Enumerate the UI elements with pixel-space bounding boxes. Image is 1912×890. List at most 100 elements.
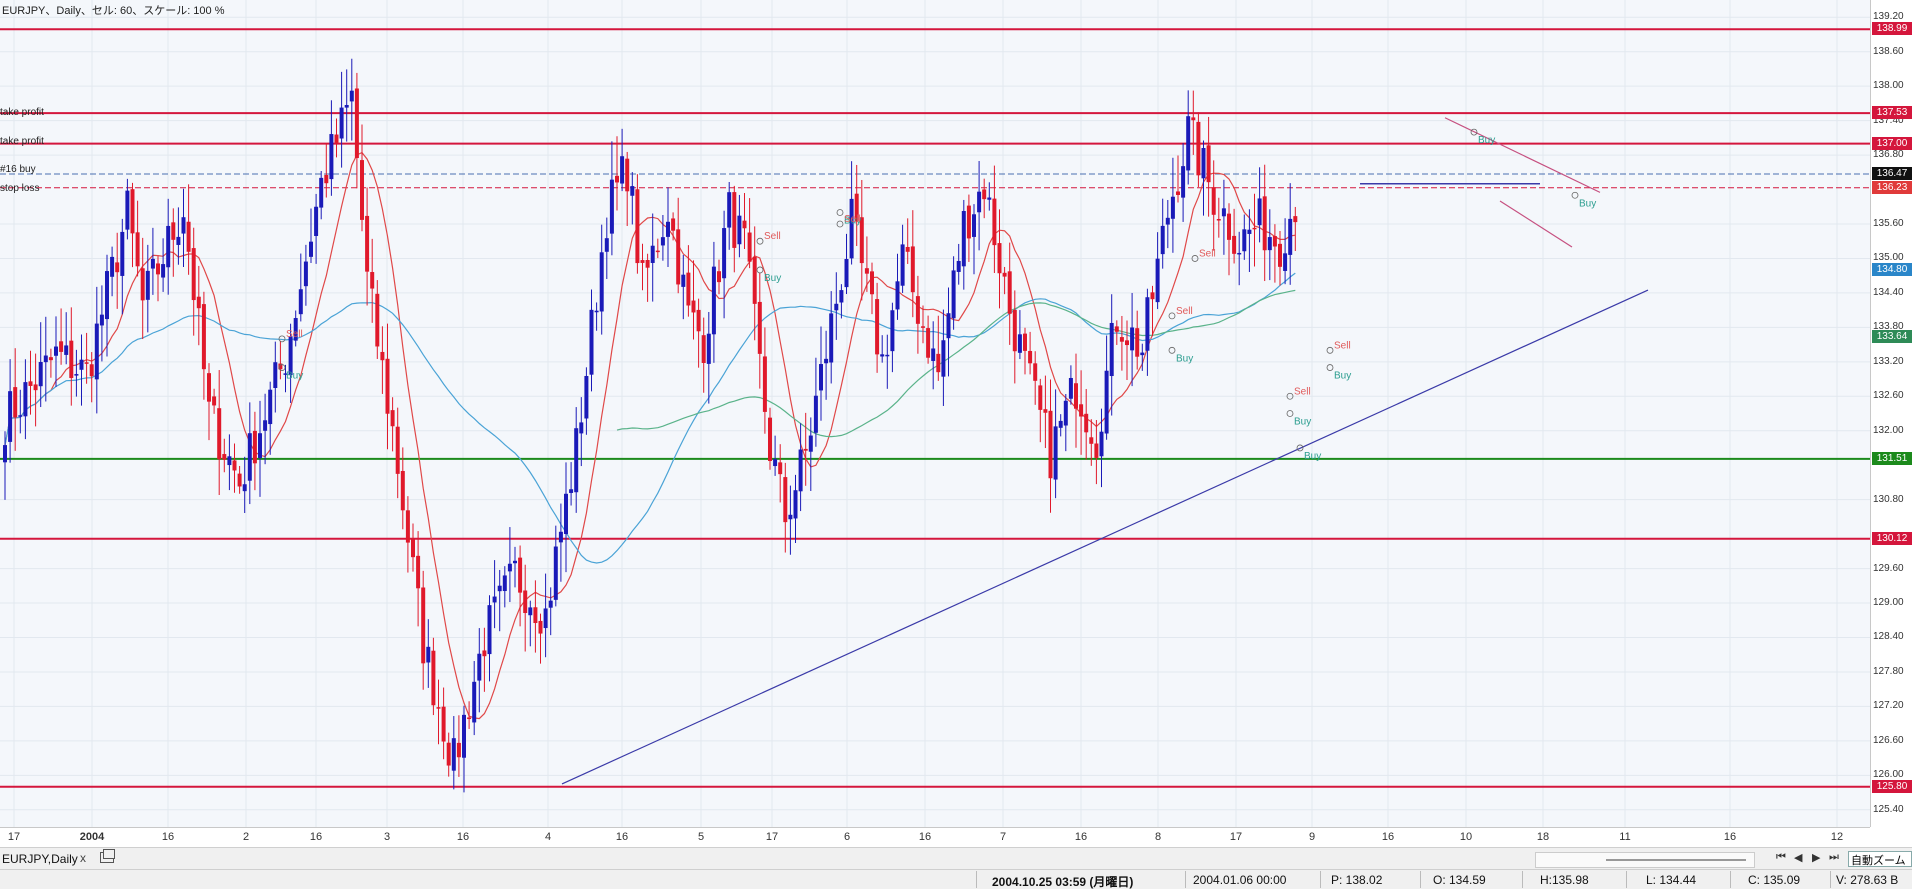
candle-body — [482, 650, 487, 657]
price-tick-label: 132.60 — [1873, 390, 1904, 402]
signal-marker — [1168, 346, 1176, 354]
candle-body — [145, 270, 150, 300]
candle-body — [8, 391, 13, 442]
sell-signal-label: Sell — [844, 214, 861, 225]
price-axis[interactable]: 139.20 138.60 138.00 137.40 136.80 135.60 135.… — [1870, 0, 1912, 827]
price-tick-label: 136.80 — [1873, 149, 1904, 161]
candle-body — [1252, 227, 1257, 230]
time-tick-label: 17 — [7, 831, 21, 843]
price-tick-label: 128.40 — [1873, 631, 1904, 643]
candle-body — [99, 314, 104, 326]
candle-body — [977, 191, 982, 213]
candle-body — [1211, 187, 1216, 215]
candle-body — [727, 192, 732, 228]
time-tick-label: 16 — [918, 831, 932, 843]
autozoom-button[interactable]: 自動ズーム — [1848, 851, 1912, 867]
candle-body — [620, 156, 625, 184]
candle-body — [94, 323, 99, 380]
candle-body — [1160, 225, 1165, 255]
candle-body — [1232, 235, 1237, 254]
candle-body — [859, 217, 864, 264]
candle-body — [334, 134, 339, 143]
candle-body — [574, 428, 579, 493]
next-icon[interactable]: ▶ — [1812, 852, 1821, 864]
candle-body — [207, 373, 211, 402]
candle-body — [686, 272, 691, 306]
candle-body — [553, 546, 558, 600]
candle-body — [232, 460, 237, 471]
candle-body — [737, 215, 742, 245]
candle-body — [870, 271, 874, 295]
price-tick-label: 129.00 — [1873, 597, 1904, 609]
candle-body — [48, 357, 53, 361]
price-low: L: 134.44 — [1646, 873, 1697, 887]
candle-body — [436, 707, 441, 709]
time-tick-label: 6 — [843, 831, 851, 843]
candle-body — [156, 263, 160, 275]
previous-icon[interactable]: ◀ — [1794, 852, 1803, 864]
candle-body — [1201, 147, 1206, 179]
price-tick-label: 137.40 — [1873, 114, 1904, 126]
first-page-icon[interactable]: ⏮ — [1776, 851, 1786, 863]
scrollbar-thumb[interactable] — [1606, 859, 1746, 861]
candle-body — [696, 309, 701, 332]
candle-body — [385, 358, 390, 414]
price-tick-label: 138.60 — [1873, 45, 1904, 57]
price-tag: 125.80 — [1872, 779, 1912, 793]
candle-body — [115, 262, 120, 273]
chart-tab[interactable]: EURJPY,Daily — [2, 852, 78, 866]
chart-area[interactable]: Buy Sell Sell Buy Buy Sell Sell Buy Sell Buy Sell B… — [0, 0, 1870, 827]
time-tick-label: 16 — [615, 831, 629, 843]
candle-body — [747, 232, 752, 262]
buy-signal-label: Buy — [1176, 353, 1193, 364]
candle-body — [635, 189, 640, 264]
candle-body — [3, 445, 7, 463]
candle-body — [431, 650, 436, 706]
buy-signal-label: Buy — [1304, 451, 1321, 462]
candle-body — [33, 384, 38, 391]
candle-body — [360, 160, 364, 220]
candle-body — [956, 260, 961, 272]
candle-body — [405, 510, 410, 543]
close-icon[interactable]: x — [80, 851, 86, 865]
candle-body — [523, 590, 528, 614]
candle-body — [365, 215, 370, 272]
candle-body — [120, 231, 125, 276]
time-tick-label: 3 — [383, 831, 391, 843]
candle-body — [1084, 413, 1089, 433]
time-tick-label: 17 — [1229, 831, 1243, 843]
candle-body — [1191, 117, 1196, 121]
candle-body — [411, 539, 415, 558]
candle-body — [1058, 420, 1063, 428]
time-tick-label: 16 — [1074, 831, 1088, 843]
candle-body — [997, 243, 1002, 274]
window-icon[interactable] — [100, 849, 115, 863]
time-tick-label: 18 — [1536, 831, 1550, 843]
candle-body — [150, 258, 155, 269]
signal-marker — [278, 335, 286, 343]
candle-body — [671, 218, 676, 231]
candle-body — [375, 293, 380, 347]
time-tick-label: 12 — [1830, 831, 1844, 843]
cursor-time: 2004.10.25 03:59 (月曜日) — [992, 875, 1134, 889]
candle-body — [247, 433, 252, 481]
price-tick-label: 135.60 — [1873, 217, 1904, 229]
candle-body — [1079, 404, 1084, 417]
candle-body — [222, 454, 227, 460]
candle-body — [640, 260, 645, 263]
price-tick-label: 130.80 — [1873, 493, 1904, 505]
candle-body — [507, 563, 512, 572]
chart-scrollbar[interactable] — [1535, 852, 1755, 868]
candle-body — [1099, 431, 1104, 457]
candle-body — [462, 714, 466, 758]
candle-body — [237, 473, 242, 487]
candle-body — [1206, 145, 1211, 183]
candle-body — [895, 281, 900, 310]
price-tick-label: 126.00 — [1873, 769, 1904, 781]
last-page-icon[interactable]: ⏭ — [1829, 851, 1839, 863]
time-axis[interactable]: 17 2004 16 2 16 3 16 4 16 5 17 6 16 7 16 8 17 9 16 10 18 11 16… — [0, 827, 1870, 848]
signal-marker — [1191, 255, 1199, 262]
candle-body — [793, 490, 798, 519]
candle-body — [1155, 258, 1160, 303]
price-chart[interactable]: BuySellSellBuyBuySellSellBuySellBuySellB… — [0, 0, 1870, 827]
